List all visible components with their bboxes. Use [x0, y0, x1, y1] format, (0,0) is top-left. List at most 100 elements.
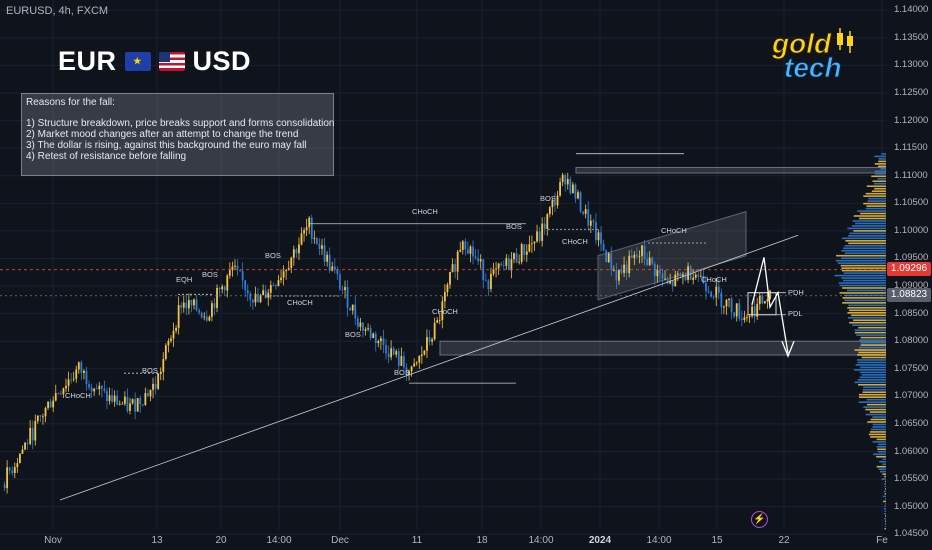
- candle-body: [216, 287, 218, 308]
- candle-body: [326, 254, 329, 262]
- candle-body: [712, 296, 715, 298]
- volume-bar: [879, 460, 886, 463]
- reasons-note[interactable]: Reasons for the fall: 1) Structure break…: [21, 93, 335, 176]
- target-zone: [439, 340, 887, 356]
- candle-body: [72, 378, 75, 380]
- candle-body: [121, 403, 124, 405]
- candle-body: [223, 286, 226, 291]
- volume-bar: [847, 227, 886, 230]
- volume-bar: [872, 426, 886, 428]
- candle-body: [211, 303, 213, 317]
- volume-bar: [867, 403, 886, 406]
- candle-body: [85, 370, 88, 385]
- candle-body: [44, 407, 47, 417]
- candle-body: [543, 223, 546, 229]
- candle-body: [643, 245, 646, 259]
- candle-body: [753, 306, 756, 317]
- candle-body: [190, 299, 193, 306]
- candle-body: [490, 273, 492, 290]
- volume-bar: [859, 396, 886, 398]
- candles: [3, 172, 771, 494]
- candle-body: [664, 278, 666, 280]
- candle-body: [674, 274, 677, 287]
- eqh-label: EQH: [176, 275, 193, 284]
- trend-lines: [0, 153, 886, 501]
- candle-body: [88, 384, 90, 388]
- candle-body: [459, 249, 462, 252]
- candle-body: [290, 257, 293, 269]
- volume-profile: [834, 153, 886, 530]
- candle-body: [118, 403, 121, 405]
- volume-bar: [858, 346, 886, 349]
- bos-label: BOS: [142, 366, 158, 375]
- volume-bar: [884, 527, 886, 530]
- price-tick: 1.07000: [894, 390, 929, 402]
- volume-bar: [842, 237, 886, 240]
- last-price-label: 1.08823: [887, 288, 931, 302]
- candle-body: [477, 257, 480, 262]
- choch-label: CHoCH: [65, 391, 91, 400]
- candle-body: [705, 283, 707, 292]
- candle-body: [482, 259, 485, 280]
- candle-body: [638, 255, 641, 257]
- candle-body: [646, 258, 649, 266]
- candle-body: [707, 291, 710, 293]
- candle-body: [564, 174, 567, 185]
- volume-bar: [882, 463, 886, 465]
- volume-bar: [856, 334, 886, 336]
- lightning-icon[interactable]: ⚡: [751, 511, 768, 528]
- candle-body: [272, 285, 275, 286]
- candle-body: [29, 427, 32, 444]
- candle-body: [39, 415, 42, 417]
- candle-body: [479, 259, 482, 262]
- candle-body: [195, 299, 198, 311]
- volume-bar: [883, 500, 886, 503]
- candle-body: [597, 232, 600, 241]
- candle-body: [582, 211, 585, 214]
- volume-bar: [838, 282, 886, 284]
- volume-bar: [835, 259, 886, 262]
- candle-body: [415, 362, 418, 364]
- candle-body: [441, 301, 444, 321]
- candle-body: [377, 341, 380, 343]
- candle-body: [436, 320, 439, 323]
- candle-body: [699, 275, 702, 277]
- candle-body: [495, 268, 497, 270]
- candle-body: [428, 337, 431, 342]
- candle-body: [728, 298, 730, 300]
- volume-bar: [884, 513, 886, 515]
- candle-body: [328, 254, 331, 271]
- volume-bar: [854, 329, 886, 331]
- volume-bar: [884, 522, 886, 525]
- price-tick: 1.11000: [894, 169, 928, 181]
- candle-body: [267, 292, 270, 298]
- price-tick: 1.10000: [894, 224, 929, 236]
- goldtech-logo: gold tech: [770, 28, 860, 86]
- candle-body: [538, 231, 541, 241]
- volume-bar: [857, 361, 886, 364]
- volume-bar: [876, 455, 886, 458]
- volume-bar: [860, 341, 886, 344]
- bos-label: BOS: [394, 368, 410, 377]
- candle-body: [710, 292, 713, 297]
- candle-body: [751, 306, 753, 316]
- candle-body: [149, 389, 152, 397]
- volume-bar: [885, 480, 886, 483]
- candle-body: [103, 388, 106, 392]
- candle-body: [177, 305, 180, 328]
- candle-body: [95, 388, 98, 390]
- candle-body: [208, 316, 211, 321]
- candle-body: [218, 287, 221, 290]
- volume-bar: [883, 490, 886, 493]
- price-tick: 1.09500: [894, 252, 929, 264]
- candle-body: [413, 363, 416, 367]
- candle-body: [610, 253, 613, 271]
- volume-bar: [854, 369, 886, 371]
- candle-body: [318, 243, 321, 249]
- candle-body: [203, 316, 206, 318]
- volume-bar: [854, 331, 886, 334]
- candle-body: [390, 348, 393, 358]
- logo-line-1: gold: [771, 28, 832, 60]
- volume-bar: [860, 344, 886, 346]
